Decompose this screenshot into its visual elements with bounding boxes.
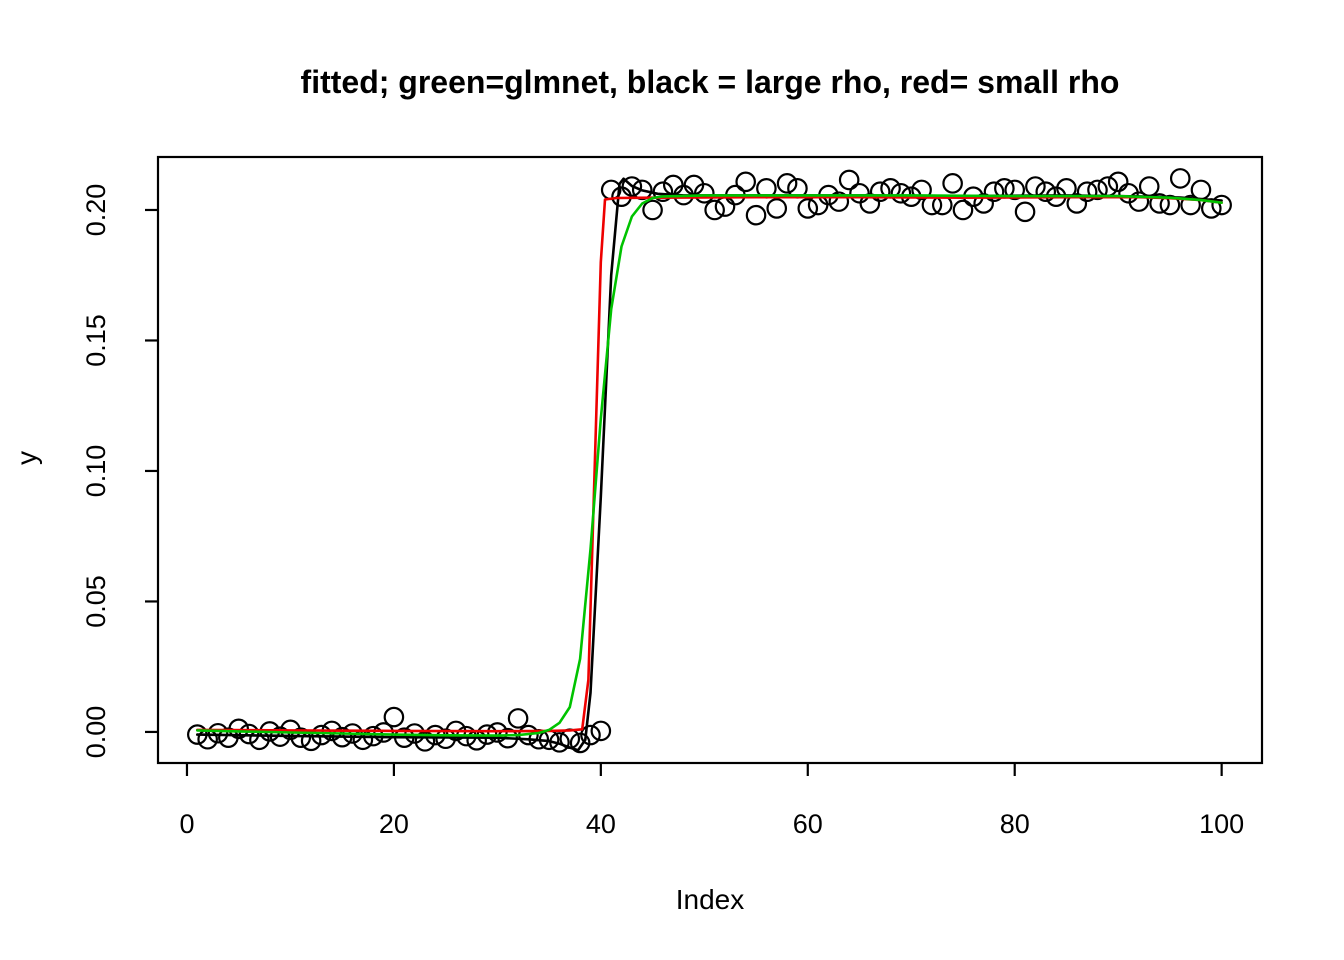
x-tick-label: 100 bbox=[1199, 809, 1244, 839]
data-point bbox=[1004, 179, 1026, 201]
fitted-line-large-rho bbox=[196, 177, 1223, 752]
data-point bbox=[694, 182, 715, 204]
data-point bbox=[507, 708, 529, 729]
data-point bbox=[1025, 176, 1046, 197]
data-point bbox=[1169, 168, 1191, 189]
data-point bbox=[569, 732, 591, 754]
x-tick-label: 40 bbox=[586, 809, 616, 839]
data-point bbox=[197, 728, 218, 750]
data-point bbox=[890, 182, 912, 204]
data-point bbox=[828, 191, 850, 212]
data-point bbox=[662, 174, 684, 196]
x-tick-label: 80 bbox=[1000, 809, 1030, 839]
fitted-line-small-rho bbox=[196, 195, 1223, 733]
x-tick-label: 60 bbox=[793, 809, 823, 839]
x-axis-label: Index bbox=[676, 884, 745, 915]
data-point bbox=[580, 724, 601, 746]
data-point bbox=[621, 176, 643, 197]
data-point bbox=[745, 204, 767, 226]
data-point bbox=[797, 198, 819, 219]
data-point bbox=[1014, 201, 1036, 223]
data-point bbox=[776, 173, 798, 194]
data-point bbox=[766, 198, 788, 219]
fitted-lines-layer bbox=[196, 177, 1223, 752]
data-point bbox=[1035, 181, 1057, 203]
data-point bbox=[704, 199, 725, 221]
axes-layer: 0 20 40 60 80 100 0.00 0.05 0.10 0.15 0.20 bbox=[81, 155, 1264, 839]
y-tick-label: 0.20 bbox=[81, 184, 111, 237]
data-point bbox=[1138, 176, 1160, 197]
data-point bbox=[207, 722, 229, 744]
x-tick-label: 0 bbox=[179, 809, 194, 839]
chart-title: fitted; green=glmnet, black = large rho,… bbox=[301, 64, 1120, 100]
data-point bbox=[869, 181, 891, 203]
data-point bbox=[1076, 181, 1098, 203]
data-point bbox=[714, 196, 736, 217]
data-point bbox=[952, 199, 974, 221]
data-point bbox=[1159, 194, 1181, 216]
data-point bbox=[1149, 193, 1170, 214]
data-point bbox=[1087, 179, 1108, 201]
y-axis-label: y bbox=[11, 451, 42, 465]
data-point bbox=[1097, 176, 1119, 197]
data-point bbox=[642, 199, 663, 221]
data-point bbox=[735, 171, 756, 193]
data-point bbox=[1190, 179, 1212, 201]
data-point bbox=[849, 182, 870, 204]
data-point bbox=[807, 194, 829, 216]
data-point bbox=[1107, 171, 1129, 193]
data-point bbox=[1180, 194, 1201, 216]
data-point bbox=[290, 727, 312, 748]
data-point bbox=[590, 720, 612, 742]
data-point bbox=[942, 173, 963, 194]
y-tick-label: 0.05 bbox=[81, 575, 111, 628]
data-point bbox=[973, 193, 994, 214]
y-tick-label: 0.15 bbox=[81, 314, 111, 367]
data-point bbox=[300, 730, 322, 752]
y-tick-label: 0.10 bbox=[81, 445, 111, 498]
data-point bbox=[466, 729, 487, 751]
data-point bbox=[1128, 191, 1150, 212]
data-point bbox=[383, 706, 405, 728]
data-point bbox=[983, 181, 1005, 203]
x-tick-label: 20 bbox=[379, 809, 409, 839]
plot-box bbox=[156, 155, 1264, 765]
scatter-points-layer bbox=[187, 168, 1232, 754]
y-tick-label: 0.00 bbox=[81, 706, 111, 759]
data-point bbox=[838, 169, 860, 191]
data-point bbox=[373, 722, 394, 743]
fitted-line-glmnet bbox=[196, 194, 1223, 737]
data-point bbox=[1211, 194, 1232, 216]
data-point bbox=[911, 179, 932, 201]
